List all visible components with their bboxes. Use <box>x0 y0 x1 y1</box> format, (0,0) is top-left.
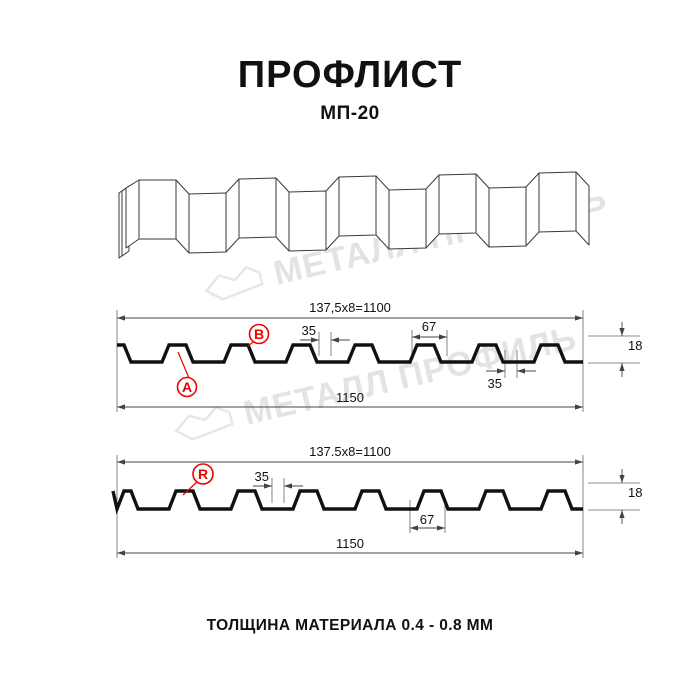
dimension-overall-bottom: 1150 <box>117 536 583 556</box>
iso-top-flat <box>538 171 577 233</box>
callout-r-label: R <box>198 466 208 482</box>
iso-top-flat <box>338 175 377 237</box>
iso-top-flat <box>138 179 177 240</box>
callout-r: R <box>182 463 214 496</box>
dimension-overall-bottom-label: 1150 <box>336 536 364 551</box>
callout-b-circle <box>248 323 270 345</box>
dimension-pitch-top-label: 35 <box>302 323 316 338</box>
iso-fall <box>175 179 190 254</box>
isometric-profile-sheet <box>118 171 590 259</box>
dimension-height-label: 18 <box>628 485 642 500</box>
iso-bottom-flat <box>288 190 327 252</box>
dimension-pitch-top: 35 <box>300 323 350 356</box>
dimension-overall-top: 137,5x8=1100 <box>117 300 583 321</box>
watermark-logo-icon <box>204 265 264 301</box>
dimension-pitch-bottom: 35 <box>486 350 536 391</box>
iso-top-flat <box>438 173 477 235</box>
dimension-height-label: 18 <box>628 338 642 353</box>
dimension-crest-width-label: 67 <box>422 319 436 334</box>
page-subtitle-model: МП-20 <box>320 103 380 124</box>
dimension-overall-top-label: 137,5x8=1100 <box>309 300 391 315</box>
iso-fall <box>275 177 290 252</box>
callout-b: B <box>247 323 270 347</box>
callout-a-label: A <box>182 379 192 395</box>
iso-fall <box>575 171 590 246</box>
dimension-overall-bottom: 1150 <box>117 390 583 410</box>
iso-top-flat <box>238 177 277 239</box>
iso-bottom-flat <box>488 186 527 248</box>
iso-rise <box>525 172 540 247</box>
dimension-pitch-top: 35 <box>253 469 303 503</box>
profile-section-a: 137,5x8=1100 1150 18 35 <box>116 300 642 412</box>
watermark-logo-icon <box>174 405 234 441</box>
dimension-height: 18 <box>619 469 642 524</box>
dimension-crest-width: 67 <box>409 500 446 533</box>
dimension-crest-width-label: 67 <box>420 512 434 527</box>
page-title: ПРОФЛИСТ <box>237 54 463 96</box>
iso-corrugations <box>125 171 590 254</box>
iso-rise <box>125 179 140 249</box>
iso-rise <box>225 178 240 253</box>
callout-b-label: B <box>254 326 264 342</box>
iso-bottom-flat <box>188 192 227 254</box>
watermark-text-2: МЕТАЛЛ ПРОФИЛЬ <box>240 319 580 433</box>
profile-outline-a <box>117 343 583 364</box>
callout-a-circle <box>176 376 198 398</box>
dimension-pitch-bottom-label: 35 <box>488 376 502 391</box>
dimension-overall-top-label: 137.5x8=1100 <box>309 444 391 459</box>
dimension-crest-width: 67 <box>411 319 448 356</box>
dimension-overall-top: 137.5x8=1100 <box>117 444 583 465</box>
dimension-pitch-top-label: 35 <box>255 469 269 484</box>
profile-outline-r <box>111 489 583 515</box>
iso-bottom-flat <box>388 188 427 250</box>
dimension-overall-bottom-label: 1150 <box>336 390 364 405</box>
callout-a: A <box>176 351 198 398</box>
material-thickness-note: ТОЛЩИНА МАТЕРИАЛА 0.4 - 0.8 ММ <box>206 617 494 634</box>
iso-rise <box>325 176 340 251</box>
profile-section-r: 137.5x8=1100 1150 18 35 <box>111 444 642 558</box>
dimension-height: 18 <box>619 322 642 377</box>
callout-r-circle <box>192 463 214 485</box>
